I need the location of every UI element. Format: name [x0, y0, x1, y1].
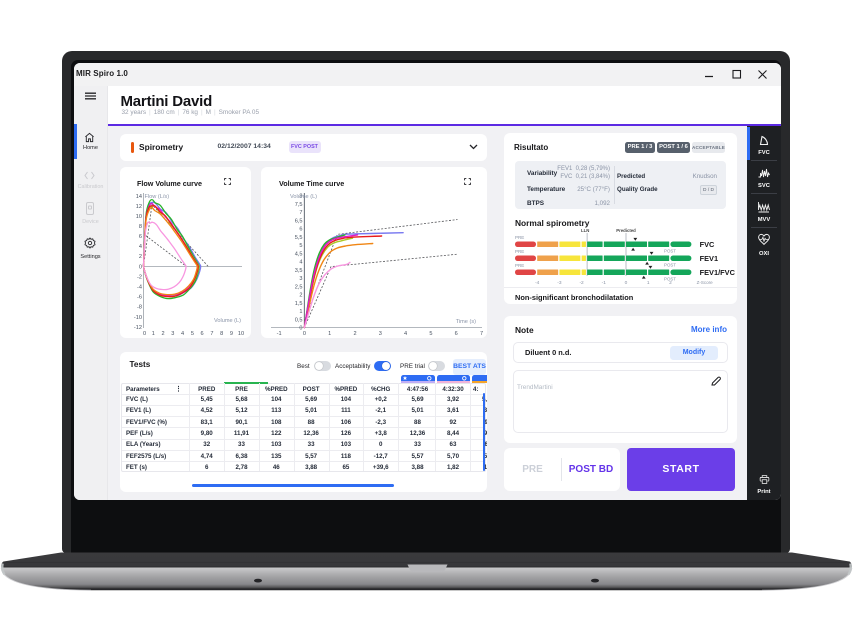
svg-text:14: 14	[136, 194, 142, 200]
svg-text:0: 0	[625, 280, 628, 286]
svg-text:2: 2	[161, 331, 164, 337]
svg-text:Predicted: Predicted	[616, 228, 636, 233]
svg-text:PRE: PRE	[515, 249, 524, 254]
svg-text:LLN: LLN	[581, 228, 589, 233]
svg-text:12: 12	[136, 204, 142, 210]
svg-text:2: 2	[299, 293, 302, 299]
svg-text:0: 0	[299, 326, 302, 332]
svg-text:7: 7	[480, 331, 483, 337]
svg-text:-4: -4	[137, 285, 142, 291]
svg-text:6: 6	[139, 234, 142, 240]
svg-text:-10: -10	[134, 315, 142, 321]
svg-text:3,5: 3,5	[295, 268, 303, 274]
svg-text:6: 6	[299, 227, 302, 233]
svg-text:0,5: 0,5	[295, 317, 303, 323]
svg-text:4: 4	[181, 331, 184, 337]
svg-text:POST: POST	[664, 263, 676, 268]
svg-text:7,5: 7,5	[295, 202, 303, 208]
svg-text:0: 0	[303, 331, 306, 337]
svg-text:6: 6	[201, 331, 204, 337]
svg-text:-1: -1	[602, 280, 607, 286]
svg-text:FEV1: FEV1	[700, 254, 718, 263]
svg-text:PRE: PRE	[515, 263, 524, 268]
svg-text:4: 4	[404, 331, 407, 337]
svg-text:1: 1	[647, 280, 650, 286]
svg-text:2: 2	[669, 280, 672, 286]
svg-text:Volume (L): Volume (L)	[290, 194, 317, 200]
svg-text:1,5: 1,5	[295, 301, 303, 307]
svg-text:10: 10	[238, 331, 244, 337]
svg-text:9: 9	[230, 331, 233, 337]
svg-text:Z-Score: Z-Score	[697, 280, 714, 285]
svg-text:6: 6	[455, 331, 458, 337]
svg-text:FVC: FVC	[700, 240, 715, 249]
svg-text:10: 10	[136, 214, 142, 220]
svg-text:7: 7	[210, 331, 213, 337]
svg-text:5,5: 5,5	[295, 235, 303, 241]
svg-text:5: 5	[429, 331, 432, 337]
svg-text:-1: -1	[277, 331, 282, 337]
svg-text:8: 8	[299, 194, 302, 200]
svg-text:-3: -3	[557, 280, 562, 286]
svg-text:POST: POST	[664, 249, 676, 254]
svg-text:3: 3	[379, 331, 382, 337]
svg-text:3: 3	[171, 331, 174, 337]
svg-text:1: 1	[152, 331, 155, 337]
svg-text:POST: POST	[664, 277, 676, 282]
svg-text:7: 7	[299, 210, 302, 216]
svg-text:5: 5	[299, 243, 302, 249]
svg-text:2: 2	[139, 254, 142, 260]
svg-text:PRE: PRE	[515, 235, 524, 240]
svg-text:-6: -6	[137, 295, 142, 301]
svg-text:-4: -4	[535, 280, 540, 286]
svg-text:4: 4	[139, 244, 142, 250]
svg-text:0: 0	[143, 331, 146, 337]
svg-text:2,5: 2,5	[295, 284, 303, 290]
svg-text:-8: -8	[137, 305, 142, 311]
svg-text:8: 8	[220, 331, 223, 337]
svg-text:-2: -2	[137, 275, 142, 281]
svg-text:3: 3	[299, 276, 302, 282]
svg-text:8: 8	[139, 224, 142, 230]
svg-text:FEV1/FVC: FEV1/FVC	[700, 268, 736, 277]
svg-text:-2: -2	[579, 280, 584, 286]
svg-text:5: 5	[191, 331, 194, 337]
svg-text:Volume (L): Volume (L)	[214, 318, 241, 324]
svg-text:-12: -12	[134, 325, 142, 331]
svg-text:Flow (L/s): Flow (L/s)	[145, 194, 170, 200]
svg-text:2: 2	[353, 331, 356, 337]
svg-text:1: 1	[299, 309, 302, 315]
svg-text:4: 4	[299, 260, 302, 266]
svg-text:Time (s): Time (s)	[456, 319, 476, 325]
svg-text:1: 1	[328, 331, 331, 337]
svg-text:4,5: 4,5	[295, 251, 303, 257]
svg-text:6,5: 6,5	[295, 218, 303, 224]
svg-text:0: 0	[139, 264, 142, 270]
